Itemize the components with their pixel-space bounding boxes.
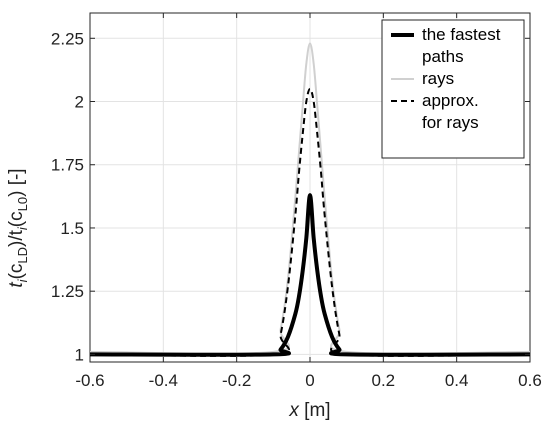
legend-entry-line: rays — [422, 69, 454, 88]
x-tick-label: 0.2 — [372, 371, 396, 390]
y-tick-label: 2.25 — [51, 29, 84, 48]
y-tick-label: 1.25 — [51, 282, 84, 301]
series-line-0 — [89, 193, 531, 357]
legend-box — [381, 19, 525, 159]
x-tick-label: 0.6 — [518, 371, 542, 390]
y-axis-label: ti(cLD)/ti(cL0) [-] — [6, 168, 30, 287]
series-layer — [89, 42, 531, 357]
x-tick-label: 0 — [305, 371, 314, 390]
x-tick-label: -0.4 — [149, 371, 178, 390]
y-label-part: ) [-] — [6, 168, 27, 197]
y-tick-label: 1 — [75, 345, 84, 364]
y-tick-label: 1.75 — [51, 156, 84, 175]
y-label-part: (c — [6, 264, 27, 280]
legend-entry-1: rays — [422, 69, 454, 88]
x-axis-unit: [m] — [299, 400, 331, 421]
y-label-part: )/t — [6, 229, 27, 247]
y-label-part: t — [6, 282, 27, 288]
tick-labels: -0.6 -0.4 -0.2 0 0.2 0.4 0.6 1 1.25 1.5 1.75 2 2.25 — [51, 13, 542, 390]
y-tick-label: 1.5 — [60, 219, 84, 238]
legend-entry-line: paths — [422, 47, 464, 66]
series-line-2 — [89, 87, 531, 357]
y-label-subscript: i — [15, 226, 30, 230]
y-label-subscript: L0 — [15, 197, 30, 211]
legend-entry-line: the fastest — [422, 25, 501, 44]
legend-entry-line: for rays — [422, 113, 479, 132]
x-axis-variable: x — [288, 400, 300, 421]
y-label-part: (c — [6, 211, 27, 227]
y-label-subscript: LD — [15, 247, 30, 264]
x-tick-label: -0.2 — [222, 371, 251, 390]
legend-entry-2: approx. for rays — [422, 91, 479, 132]
x-axis-label: x [m] — [288, 400, 330, 421]
y-tick-label: 2 — [75, 93, 84, 112]
y-label-subscript: i — [15, 278, 30, 282]
x-tick-label: -0.6 — [75, 371, 104, 390]
legend: the fastest paths rays approx. for rays — [381, 19, 525, 159]
legend-entry-0: the fastest paths — [422, 25, 501, 66]
x-tick-label: 0.4 — [445, 371, 469, 390]
legend-entry-line: approx. — [422, 91, 479, 110]
